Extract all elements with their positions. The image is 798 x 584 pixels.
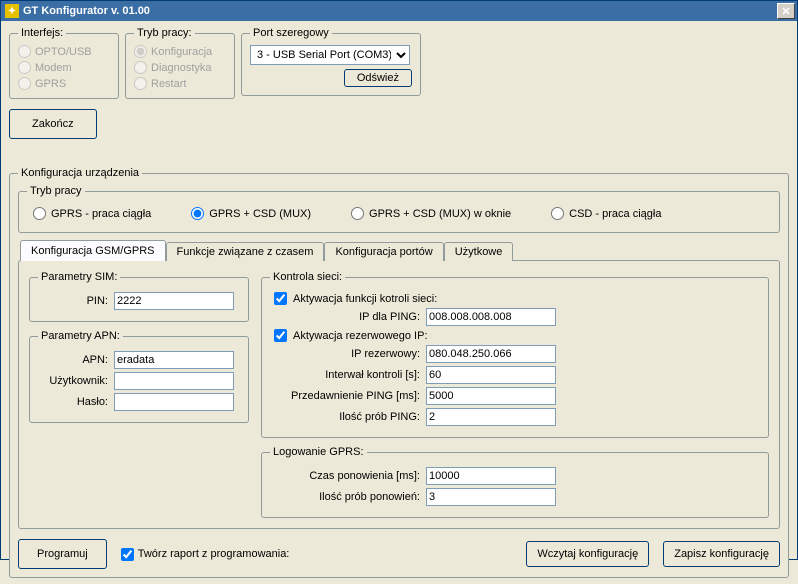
report-check[interactable] xyxy=(121,548,134,561)
mode-diag: Diagnostyka xyxy=(134,61,226,74)
exit-button[interactable]: Zakończ xyxy=(9,109,97,139)
window-title: GT Konfigurator v. 01.00 xyxy=(23,5,777,17)
apn-user-input[interactable] xyxy=(114,372,234,390)
wm-csd-cont[interactable]: CSD - praca ciągła xyxy=(551,207,661,220)
timeout-label: Przedawnienie PING [ms]: xyxy=(270,390,420,402)
wm-gprs-cont[interactable]: GPRS - praca ciągła xyxy=(33,207,151,220)
port-select[interactable]: 3 - USB Serial Port (COM3) xyxy=(250,45,410,65)
tab-panel-gsm: Parametry SIM: PIN: Parametry APN: APN: xyxy=(18,260,780,529)
work-mode-subgroup: Tryb pracy GPRS - praca ciągła GPRS + CS… xyxy=(18,185,780,233)
pin-label: PIN: xyxy=(38,295,108,307)
ip-reserve-label: IP rezerwowy: xyxy=(270,348,420,360)
port-group: Port szeregowy 3 - USB Serial Port (COM3… xyxy=(241,27,421,96)
net-reserve-check[interactable] xyxy=(274,329,287,342)
client-area: Interfejs: OPTO/USB Modem GPRS Tryb prac… xyxy=(1,21,797,584)
interface-opto: OPTO/USB xyxy=(18,45,110,58)
net-control-group: Kontrola sieci: Aktywacja funkcji kotrol… xyxy=(261,271,769,438)
interval-label: Interwał kontroli [s]: xyxy=(270,369,420,381)
work-mode-legend: Tryb pracy xyxy=(27,185,85,197)
tries-input[interactable] xyxy=(426,408,556,426)
interface-group: Interfejs: OPTO/USB Modem GPRS xyxy=(9,27,119,99)
apn-pass-label: Hasło: xyxy=(38,396,108,408)
device-config-group: Konfiguracja urządzenia Tryb pracy GPRS … xyxy=(9,167,789,578)
tab-gsm[interactable]: Konfiguracja GSM/GPRS xyxy=(20,240,166,261)
wm-gprs-csd-mux-win[interactable]: GPRS + CSD (MUX) w oknie xyxy=(351,207,511,220)
ip-ping-label: IP dla PING: xyxy=(270,311,420,323)
port-legend: Port szeregowy xyxy=(250,27,332,39)
net-legend: Kontrola sieci: xyxy=(270,271,345,283)
retry-input[interactable] xyxy=(426,467,556,485)
gprs-log-group: Logowanie GPRS: Czas ponowienia [ms]: Il… xyxy=(261,446,769,518)
close-button[interactable]: ✕ xyxy=(777,3,795,19)
pin-input[interactable] xyxy=(114,292,234,310)
tab-time[interactable]: Funkcje związane z czasem xyxy=(166,242,325,261)
timeout-input[interactable] xyxy=(426,387,556,405)
gprs-log-legend: Logowanie GPRS: xyxy=(270,446,367,458)
apn-legend: Parametry APN: xyxy=(38,330,123,342)
workmode-group: Tryb pracy: Konfiguracja Diagnostyka Res… xyxy=(125,27,235,99)
retry-count-label: Ilość prób ponowień: xyxy=(270,491,420,503)
sim-group: Parametry SIM: PIN: xyxy=(29,271,249,322)
apn-label: APN: xyxy=(38,354,108,366)
save-config-button[interactable]: Zapisz konfigurację xyxy=(663,541,780,567)
interface-gprs: GPRS xyxy=(18,77,110,90)
tab-user[interactable]: Użytkowe xyxy=(444,242,514,261)
net-enable-label: Aktywacja funkcji kotroli sieci: xyxy=(293,293,437,305)
apn-input[interactable] xyxy=(114,351,234,369)
apn-pass-input[interactable] xyxy=(114,393,234,411)
net-enable-check[interactable] xyxy=(274,292,287,305)
ip-reserve-input[interactable] xyxy=(426,345,556,363)
app-window: ✦ GT Konfigurator v. 01.00 ✕ Interfejs: … xyxy=(0,0,798,560)
wm-gprs-csd-mux[interactable]: GPRS + CSD (MUX) xyxy=(191,207,311,220)
app-icon: ✦ xyxy=(5,4,19,18)
retry-count-input[interactable] xyxy=(426,488,556,506)
interval-input[interactable] xyxy=(426,366,556,384)
ip-ping-input[interactable] xyxy=(426,308,556,326)
device-config-legend: Konfiguracja urządzenia xyxy=(18,167,142,179)
interface-modem: Modem xyxy=(18,61,110,74)
apn-user-label: Użytkownik: xyxy=(38,375,108,387)
tab-ports[interactable]: Konfiguracja portów xyxy=(324,242,443,261)
retry-label: Czas ponowienia [ms]: xyxy=(270,470,420,482)
report-check-wrap[interactable]: Twórz raport z programowania: xyxy=(121,548,290,561)
report-label: Twórz raport z programowania: xyxy=(138,548,290,560)
mode-config: Konfiguracja xyxy=(134,45,226,58)
apn-group: Parametry APN: APN: Użytkownik: xyxy=(29,330,249,423)
sim-legend: Parametry SIM: xyxy=(38,271,120,283)
tab-strip: Konfiguracja GSM/GPRS Funkcje związane z… xyxy=(18,239,780,260)
tries-label: Ilość prób PING: xyxy=(270,411,420,423)
titlebar: ✦ GT Konfigurator v. 01.00 ✕ xyxy=(1,1,797,21)
net-reserve-label: Aktywacja rezerwowego IP: xyxy=(293,330,428,342)
mode-restart: Restart xyxy=(134,77,226,90)
workmode-legend: Tryb pracy: xyxy=(134,27,195,39)
refresh-button[interactable]: Odśwież xyxy=(344,69,412,87)
interface-legend: Interfejs: xyxy=(18,27,66,39)
program-button[interactable]: Programuj xyxy=(18,539,107,569)
load-config-button[interactable]: Wczytaj konfigurację xyxy=(526,541,649,567)
